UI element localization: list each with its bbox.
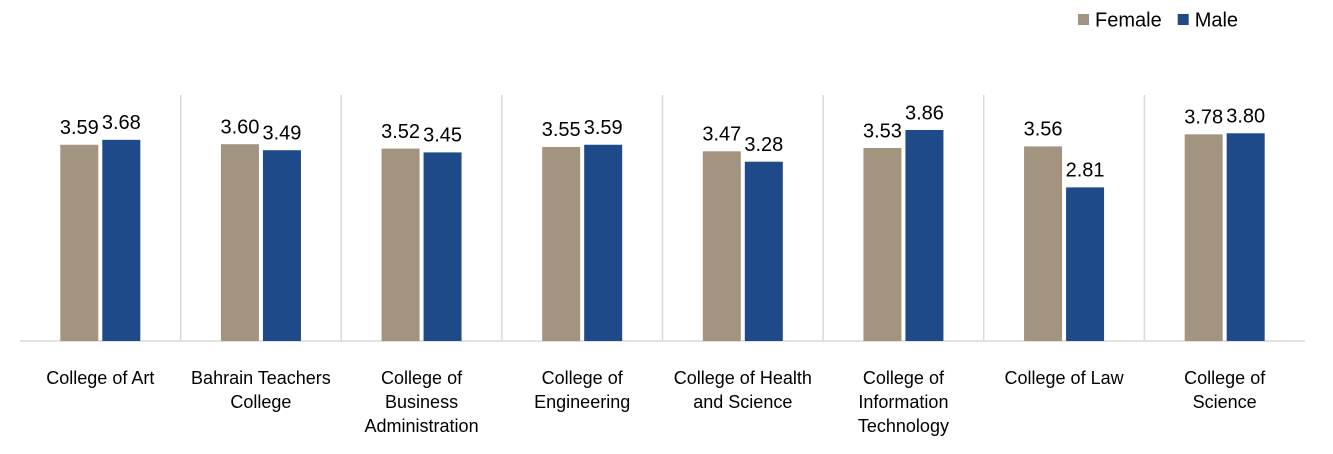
value-label: 3.45 [423, 125, 462, 147]
legend-swatch [1177, 14, 1189, 25]
legend-swatch [1078, 14, 1089, 25]
value-label: 3.55 [542, 119, 581, 141]
value-label: 3.86 [905, 102, 944, 124]
value-label: 3.78 [1184, 107, 1223, 129]
x-tick-label: College of Law [1004, 368, 1124, 388]
value-label: 3.53 [863, 120, 902, 142]
bar [1184, 134, 1223, 341]
value-label: 3.59 [584, 117, 623, 139]
x-tick-label: College of Art [46, 368, 155, 388]
legend-label: Male [1195, 9, 1238, 31]
bar [863, 148, 902, 341]
bar [1226, 133, 1265, 341]
bar [60, 144, 99, 341]
bar [584, 144, 623, 341]
bar [1066, 187, 1105, 341]
value-label: 3.56 [1024, 119, 1063, 141]
bar [542, 146, 581, 341]
bar [744, 161, 783, 341]
bar [423, 152, 462, 341]
bar [262, 150, 301, 341]
bar [1024, 146, 1063, 341]
value-label: 3.28 [744, 134, 783, 156]
x-tick-label: Bahrain Teachers College [191, 368, 331, 412]
value-label: 2.81 [1066, 160, 1105, 182]
bar [381, 148, 420, 341]
x-tick-label: College of Science [1184, 368, 1266, 412]
value-label: 3.49 [262, 122, 301, 144]
bar [220, 144, 259, 341]
value-label: 3.80 [1226, 106, 1265, 128]
x-tick-label: College of Information Technology [857, 368, 949, 436]
value-label: 3.60 [220, 116, 259, 138]
value-label: 3.59 [60, 117, 99, 139]
bar [102, 139, 141, 341]
x-tick-label: College of Engineering [534, 368, 631, 412]
legend-label: Female [1095, 9, 1162, 31]
bar [905, 129, 944, 341]
x-tick-label: College of Business Administration [364, 368, 479, 436]
value-label: 3.47 [702, 124, 741, 146]
value-label: 3.52 [381, 121, 420, 143]
x-tick-label: College of Health and Science [673, 368, 812, 412]
value-label: 3.68 [102, 112, 141, 134]
bar [702, 151, 741, 341]
